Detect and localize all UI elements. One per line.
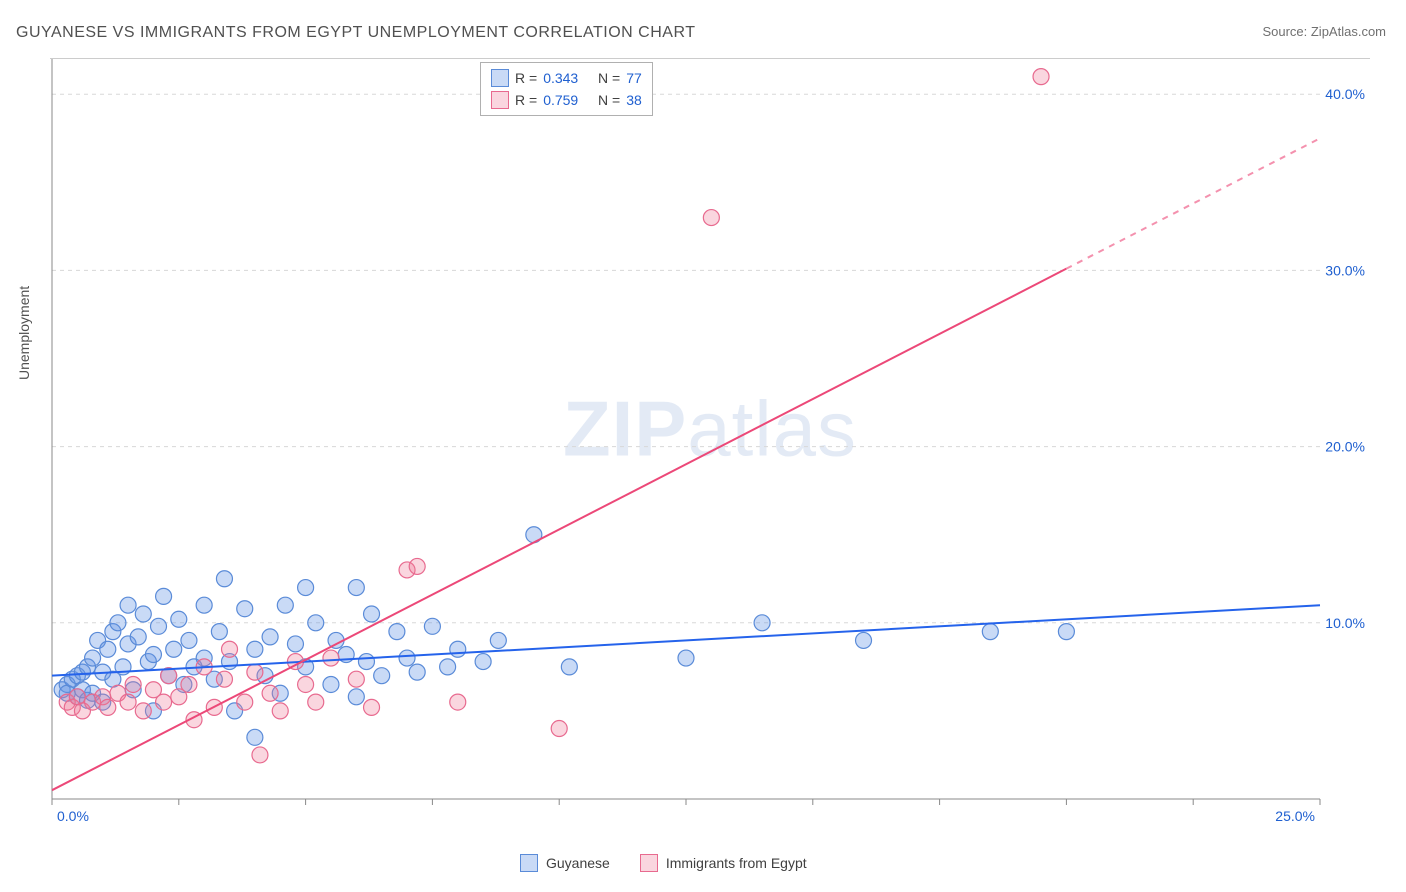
legend-item: Immigrants from Egypt: [640, 854, 807, 872]
chart-title: GUYANESE VS IMMIGRANTS FROM EGYPT UNEMPL…: [16, 24, 696, 42]
svg-text:0.0%: 0.0%: [57, 808, 89, 824]
swatch-guyanese: [520, 854, 538, 872]
svg-text:25.0%: 25.0%: [1275, 808, 1315, 824]
r-label: R =: [515, 70, 537, 86]
n-value-1: 38: [626, 92, 642, 108]
swatch-egypt: [491, 91, 509, 109]
legend-stats-row: R = 0.759 N = 38: [491, 89, 642, 111]
scatter-plot: 10.0% 20.0% 30.0% 40.0% 0.0% 25.0%: [50, 59, 1370, 829]
legend-item: Guyanese: [520, 854, 610, 872]
r-label: R =: [515, 92, 537, 108]
legend-label: Guyanese: [546, 855, 610, 871]
svg-text:40.0%: 40.0%: [1325, 86, 1365, 102]
legend-series: Guyanese Immigrants from Egypt: [520, 854, 807, 872]
r-value-0: 0.343: [543, 70, 578, 86]
n-value-0: 77: [626, 70, 642, 86]
source-label: Source: ZipAtlas.com: [1262, 24, 1386, 39]
svg-text:10.0%: 10.0%: [1325, 615, 1365, 631]
svg-text:30.0%: 30.0%: [1325, 262, 1365, 278]
swatch-guyanese: [491, 69, 509, 87]
legend-stats-row: R = 0.343 N = 77: [491, 67, 642, 89]
y-axis-label: Unemployment: [16, 286, 32, 380]
legend-label: Immigrants from Egypt: [666, 855, 807, 871]
r-value-1: 0.759: [543, 92, 578, 108]
n-label: N =: [598, 70, 620, 86]
legend-stats: R = 0.343 N = 77 R = 0.759 N = 38: [480, 62, 653, 116]
swatch-egypt: [640, 854, 658, 872]
svg-text:20.0%: 20.0%: [1325, 439, 1365, 455]
n-label: N =: [598, 92, 620, 108]
chart-area: ZIPatlas 10.0%20.0%30.0%40.0%0.0%25.0%: [50, 58, 1370, 829]
